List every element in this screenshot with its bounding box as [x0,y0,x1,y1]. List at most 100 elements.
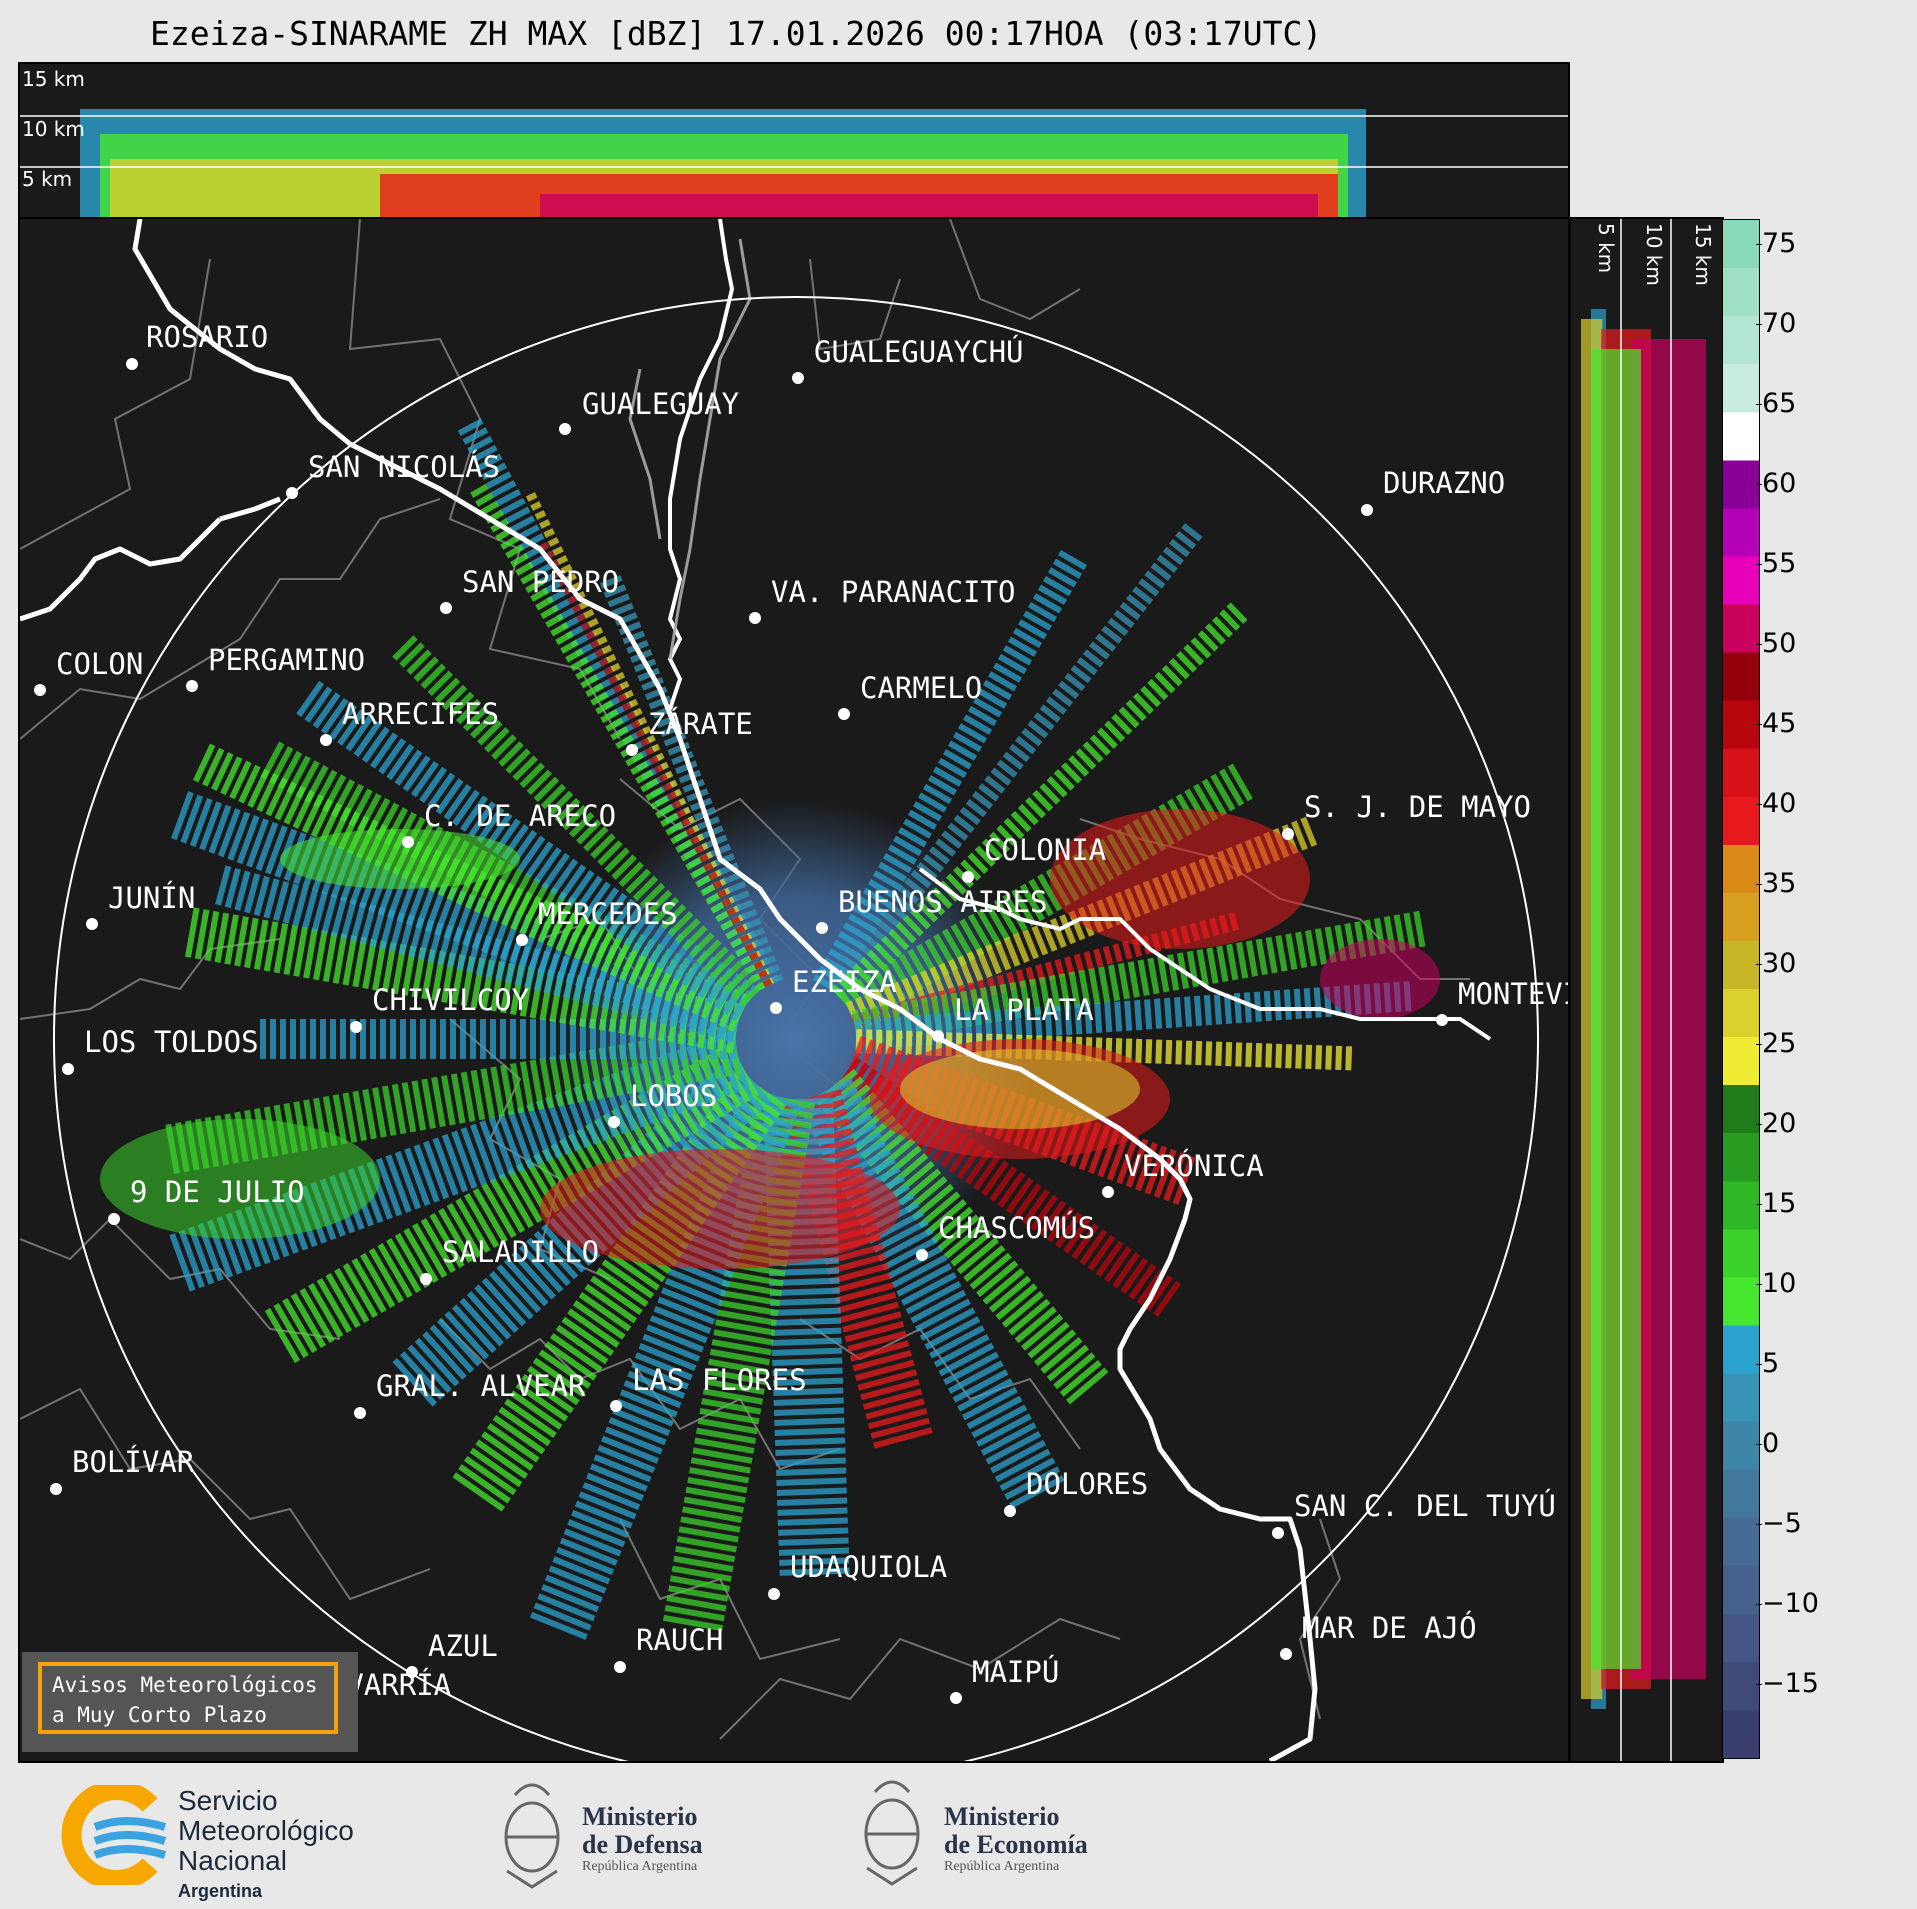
national-seal-icon [504,1783,560,1889]
city-dot [792,372,804,384]
colorbar-tick-label: 0 [1755,1428,1780,1459]
colorbar-tick-label: 15 [1755,1188,1797,1219]
city-dot [354,1407,366,1419]
city-label: ROSARIO [146,320,268,354]
city-label: LOBOS [630,1079,717,1113]
city-marker: SAN PEDRO [440,565,619,614]
national-seal-icon [864,1780,920,1886]
city-dot [770,1002,782,1014]
top-height-profile: 15 km 10 km 5 km [18,62,1570,219]
city-marker: AZUL [406,1629,498,1678]
economia-line1: Ministerio [944,1802,1060,1831]
city-marker: DOLORES [1004,1467,1148,1517]
city-dot [614,1661,626,1673]
colorbar-tick-label: −10 [1756,1588,1819,1619]
city-dot [402,836,414,848]
smn-line3: Nacional [178,1845,287,1876]
city-dot [406,1666,418,1678]
rivers [628,238,752,660]
city-dot [768,1588,780,1600]
top-height-profile-plot: 15 km 10 km 5 km [20,67,1568,217]
city-label: PERGAMINO [208,643,365,677]
economia-line2: de Economía [944,1830,1088,1859]
city-marker: MAIPÚ [950,1655,1059,1704]
city-label: CHIVILCOY [372,983,529,1017]
city-label: LA PLATA [954,993,1094,1027]
city-dot [1102,1186,1114,1198]
city-label: ZÁRATE [648,707,753,741]
height-label-10km: 10 km [22,117,85,141]
city-dot [1361,504,1373,516]
city-marker: ARRECIFES [320,697,499,746]
city-label: BUENOS AIRES [838,885,1048,919]
economia-line3: República Argentina [944,1859,1060,1874]
city-label: AZUL [428,1629,498,1663]
city-label: COLONIA [984,833,1106,867]
city-label: LAS FLORES [632,1363,807,1397]
colorbar-tick-label: 60 [1755,468,1797,499]
city-marker: SAN NICOLÁS [286,450,500,499]
city-label: LOS TOLDOS [84,1025,259,1059]
city-dot [1280,1648,1292,1660]
colorbar-tick-label: −5 [1756,1508,1802,1539]
radar-map[interactable]: ROSARIO GUALEGUAYCHÚ GUALEGUAY SAN NICOLÁS D… [18,217,1570,1763]
city-marker: SALADILLO [420,1235,599,1285]
city-dot [1282,828,1294,840]
warning-badge-frame[interactable]: Avisos Meteorológicos a Muy Corto Plazo [38,1662,338,1734]
warning-badge[interactable]: Avisos Meteorológicos a Muy Corto Plazo [22,1652,358,1752]
colorbar-tick-label: 30 [1755,948,1797,979]
height-label-5km: 5 km [22,167,72,191]
smn-line1: Servicio [178,1785,278,1816]
city-dot [626,744,638,756]
city-dot [610,1400,622,1412]
city-marker: RAUCH [614,1623,723,1673]
colorbar-tick-label: 45 [1755,708,1797,739]
city-marker: CHASCOMÚS [916,1211,1095,1261]
smn-logo-icon [61,1785,167,1885]
city-label: SAN PEDRO [462,565,619,599]
city-dot [286,487,298,499]
city-label: SAN NICOLÁS [308,450,500,484]
city-marker: GUALEGUAY [559,387,739,435]
colorbar-tick-label: 25 [1755,1028,1797,1059]
city-marker: S. J. DE MAYO [1282,790,1531,840]
reflectivity-echoes [100,414,1440,1644]
city-dot [816,922,828,934]
city-dot [320,734,332,746]
city-marker: ZÁRATE [626,707,753,756]
city-marker: 9 DE JULIO [108,1175,305,1225]
city-marker: LOS TOLDOS [62,1025,259,1075]
colorbar-tick-label: 40 [1755,788,1797,819]
city-dot [86,918,98,930]
city-label: JUNÍN [108,881,195,915]
city-marker: DURAZNO [1361,466,1505,516]
city-dot [350,1021,362,1033]
defensa-line2: de Defensa [582,1830,703,1859]
city-label: GUALEGUAYCHÚ [814,335,1024,369]
colorbar-tick-label: 50 [1755,628,1797,659]
city-label: MERCEDES [538,897,678,931]
coastline [20,219,1318,1761]
range-ring [53,296,1539,1761]
city-marker: VERÓNICA [1102,1149,1264,1198]
city-dot [126,358,138,370]
city-marker: UDAQUIOLA [768,1550,947,1600]
city-label: GUALEGUAY [582,387,739,421]
smn-line4: Argentina [178,1881,263,1901]
city-dot [420,1273,432,1285]
warning-badge-line2: a Muy Corto Plazo [52,1703,267,1727]
city-dot [1436,1014,1448,1026]
city-marker: EZEIZA [770,965,897,1014]
city-label: GRAL. ALVEAR [376,1369,586,1403]
city-dot [516,934,528,946]
city-dot [950,1692,962,1704]
defensa-line3: República Argentina [582,1859,698,1874]
city-marker: ROSARIO [126,320,268,370]
city-dot [186,680,198,692]
side-height-label-15km: 15 km [1691,223,1715,286]
city-marker: PERGAMINO [186,643,365,692]
city-label: S. J. DE MAYO [1304,790,1531,824]
city-dot [559,423,571,435]
city-dot [1004,1505,1016,1517]
city-label: 9 DE JULIO [130,1175,305,1209]
